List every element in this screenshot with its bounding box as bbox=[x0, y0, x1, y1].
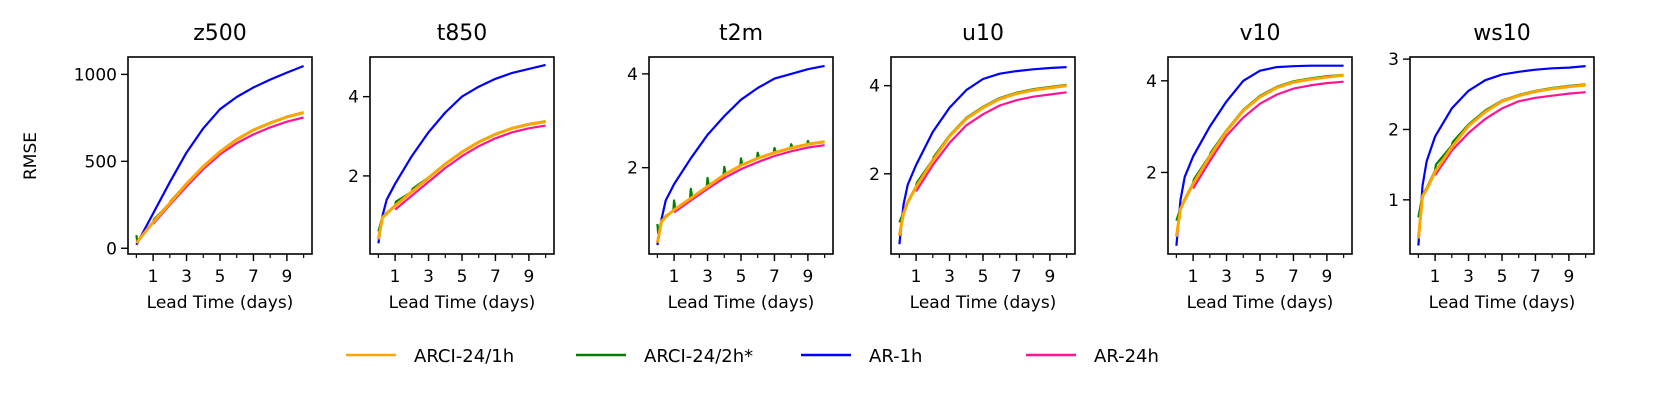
legend: ARCI-24/1h ARCI-24/2h* AR-1h AR-24h bbox=[346, 346, 1159, 367]
series-line-arci-24-1h bbox=[1174, 73, 1344, 237]
axes-frame bbox=[1167, 56, 1353, 255]
legend-item: ARCI-24/1h bbox=[346, 346, 514, 367]
y-tick-label: 2 bbox=[348, 167, 359, 187]
series-line-ar-24h bbox=[1434, 91, 1586, 176]
y-tick-label: 4 bbox=[1146, 72, 1157, 92]
series-line-ar-1h bbox=[135, 64, 305, 246]
x-tick-label: 7 bbox=[1288, 267, 1299, 287]
series-line-arci-24-1h bbox=[1416, 83, 1586, 239]
x-tick-label: 9 bbox=[1044, 267, 1055, 287]
series-line-arci-24-2h- bbox=[135, 111, 304, 243]
series-line-arci-24-2h- bbox=[656, 139, 825, 235]
x-tick-label: 9 bbox=[281, 267, 292, 287]
axes-frame bbox=[648, 56, 834, 255]
legend-item: ARCI-24/2h* bbox=[576, 346, 753, 367]
legend-label: ARCI-24/1h bbox=[414, 346, 514, 367]
x-tick-label: 7 bbox=[490, 267, 501, 287]
series-line-arci-24-2h- bbox=[377, 120, 546, 232]
y-tick-label: 2 bbox=[627, 159, 638, 179]
x-tick-label: 5 bbox=[1497, 267, 1508, 287]
x-tick-label: 7 bbox=[1011, 267, 1022, 287]
legend-label: AR-24h bbox=[1094, 346, 1159, 367]
series-line-ar-1h bbox=[1417, 65, 1586, 246]
series-line-ar-1h bbox=[1175, 64, 1344, 246]
x-tick-label: 1 bbox=[1188, 267, 1199, 287]
panel-title: t2m bbox=[719, 21, 763, 46]
x-tick-label: 5 bbox=[215, 267, 226, 287]
series-line-ar-24h bbox=[1192, 80, 1344, 190]
x-axis-label: Lead Time (days) bbox=[147, 293, 294, 313]
panel-title: z500 bbox=[193, 21, 247, 46]
series-line-ar-1h bbox=[656, 64, 825, 246]
x-axis-label: Lead Time (days) bbox=[668, 293, 815, 313]
series-line-arci-24-1h bbox=[655, 140, 825, 243]
series-line-arci-24-2h- bbox=[1417, 83, 1586, 218]
x-tick-label: 3 bbox=[944, 267, 955, 287]
panel-u10: u10 1 3 5 7 9 2 4 Lead Time (days) bbox=[869, 21, 1076, 313]
x-tick-label: 3 bbox=[1221, 267, 1232, 287]
legend-label: ARCI-24/2h* bbox=[644, 346, 753, 367]
series-line-ar-24h bbox=[394, 124, 546, 211]
y-tick-label: 0 bbox=[106, 239, 117, 259]
x-tick-label: 5 bbox=[736, 267, 747, 287]
panel-title: t850 bbox=[437, 21, 488, 46]
y-tick-label: 1 bbox=[1388, 191, 1399, 211]
x-tick-label: 5 bbox=[1255, 267, 1266, 287]
panel-title: v10 bbox=[1239, 21, 1280, 46]
x-tick-label: 7 bbox=[769, 267, 780, 287]
series-line-arci-24-1h bbox=[135, 111, 304, 244]
x-tick-label: 3 bbox=[181, 267, 192, 287]
x-tick-label: 1 bbox=[911, 267, 922, 287]
x-tick-label: 7 bbox=[1530, 267, 1541, 287]
x-tick-label: 7 bbox=[248, 267, 259, 287]
x-tick-label: 9 bbox=[802, 267, 813, 287]
x-tick-label: 9 bbox=[523, 267, 534, 287]
x-tick-label: 1 bbox=[148, 267, 159, 287]
x-axis-label: Lead Time (days) bbox=[910, 293, 1057, 313]
legend-item: AR-1h bbox=[801, 346, 922, 367]
y-tick-label: 2 bbox=[1146, 163, 1157, 183]
panel-t2m: t2m 1 3 5 7 9 2 4 Lead Time (days) bbox=[627, 21, 834, 313]
x-tick-label: 1 bbox=[1430, 267, 1441, 287]
y-tick-label: 4 bbox=[869, 77, 880, 97]
x-tick-label: 3 bbox=[702, 267, 713, 287]
x-tick-label: 3 bbox=[1463, 267, 1474, 287]
x-tick-label: 1 bbox=[669, 267, 680, 287]
panel-title: u10 bbox=[962, 21, 1004, 46]
x-tick-label: 9 bbox=[1321, 267, 1332, 287]
series-line-arci-24-2h- bbox=[898, 83, 1067, 223]
x-tick-label: 9 bbox=[1563, 267, 1574, 287]
series-line-ar-1h bbox=[377, 63, 546, 244]
x-tick-label: 5 bbox=[457, 267, 468, 287]
series-line-arci-24-1h bbox=[376, 120, 546, 240]
y-tick-label: 2 bbox=[869, 165, 880, 185]
y-tick-label: 500 bbox=[85, 152, 117, 172]
panel-t850: t850 1 3 5 7 9 2 4 Lead Time (days) bbox=[348, 21, 555, 313]
panel-v10: v10 1 3 5 7 9 2 4 Lead Time (days) bbox=[1146, 21, 1353, 313]
y-axis-label: RMSE bbox=[21, 132, 41, 180]
x-axis-label: Lead Time (days) bbox=[389, 293, 536, 313]
panel-ws10: ws10 1 3 5 7 9 1 2 3 Lead Time (days) bbox=[1388, 21, 1595, 313]
y-tick-label: 2 bbox=[1388, 120, 1399, 140]
legend-label: AR-1h bbox=[869, 346, 922, 367]
panel-title: ws10 bbox=[1473, 21, 1530, 46]
x-tick-label: 5 bbox=[978, 267, 989, 287]
y-tick-label: 1000 bbox=[74, 65, 117, 85]
y-tick-label: 4 bbox=[627, 65, 638, 85]
x-tick-label: 1 bbox=[390, 267, 401, 287]
series-line-ar-24h bbox=[915, 91, 1067, 192]
x-axis-label: Lead Time (days) bbox=[1429, 293, 1576, 313]
series-line-ar-24h bbox=[673, 144, 825, 214]
y-tick-label: 4 bbox=[348, 88, 359, 108]
x-axis-label: Lead Time (days) bbox=[1187, 293, 1334, 313]
x-tick-label: 3 bbox=[423, 267, 434, 287]
legend-item: AR-24h bbox=[1026, 346, 1159, 367]
panel-z500: z500 1 3 5 7 9 0 500 1000 Lead Time (days) RMSE bbox=[21, 21, 313, 313]
y-tick-label: 3 bbox=[1388, 50, 1399, 70]
series-line-arci-24-1h bbox=[897, 84, 1067, 236]
series-line-ar-1h bbox=[898, 66, 1067, 245]
